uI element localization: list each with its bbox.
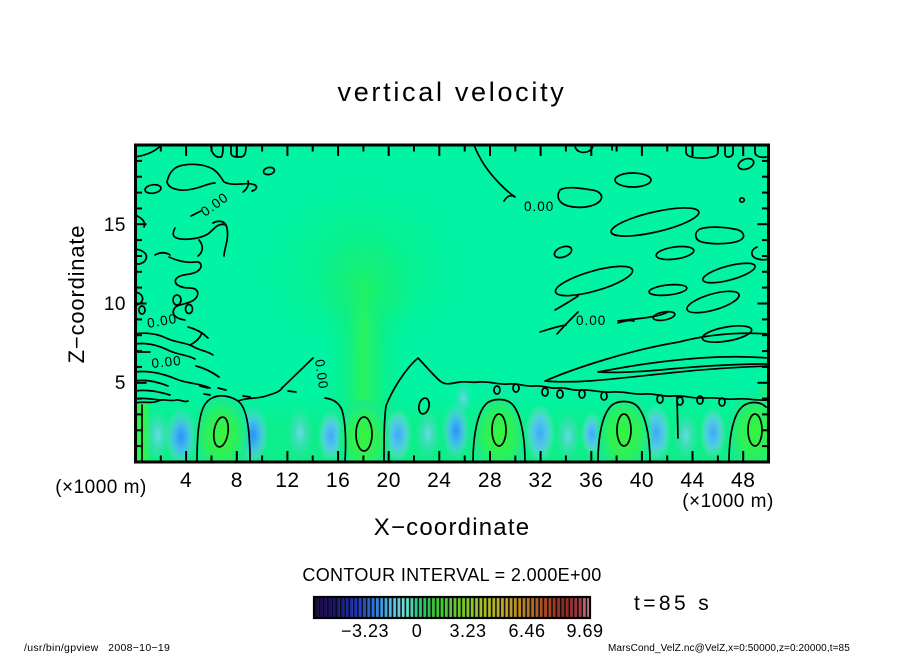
svg-text:CONTOUR INTERVAL = 2.000E+00: CONTOUR INTERVAL = 2.000E+00: [302, 565, 601, 585]
svg-text:5: 5: [115, 373, 126, 394]
svg-text:−3.23: −3.23: [341, 621, 389, 641]
svg-text:8: 8: [231, 469, 243, 492]
svg-text:10: 10: [104, 294, 126, 315]
svg-text:28: 28: [478, 469, 502, 492]
svg-text:40: 40: [630, 469, 654, 492]
svg-text:(×1000 m): (×1000 m): [55, 477, 147, 498]
svg-text:32: 32: [528, 469, 552, 492]
svg-text:0.00: 0.00: [312, 358, 331, 390]
svg-text:15: 15: [104, 215, 126, 236]
svg-text:0.00: 0.00: [151, 353, 183, 371]
svg-text:44: 44: [680, 469, 704, 492]
svg-text:12: 12: [275, 469, 299, 492]
svg-text:0: 0: [412, 621, 423, 641]
svg-text:/usr/bin/gpview 2008−10−19: /usr/bin/gpview 2008−10−19: [24, 642, 170, 654]
svg-text:3.23: 3.23: [449, 621, 486, 641]
svg-text:4: 4: [180, 469, 192, 492]
svg-text:6.46: 6.46: [508, 621, 545, 641]
svg-text:0.00: 0.00: [524, 199, 554, 214]
svg-text:9.69: 9.69: [566, 621, 603, 641]
svg-text:MarsCond_VelZ.nc@VelZ,x=0:5000: MarsCond_VelZ.nc@VelZ,x=0:50000,z=0:2000…: [608, 643, 850, 654]
svg-text:36: 36: [579, 469, 603, 492]
svg-text:Z−coordinate: Z−coordinate: [64, 225, 89, 364]
svg-text:vertical velocity: vertical velocity: [338, 77, 567, 107]
svg-text:0.00: 0.00: [576, 313, 606, 328]
svg-text:24: 24: [427, 469, 451, 492]
svg-text:0.00: 0.00: [146, 311, 178, 331]
svg-text:(×1000 m): (×1000 m): [682, 491, 774, 512]
svg-text:16: 16: [326, 469, 350, 492]
svg-text:X−coordinate: X−coordinate: [374, 514, 531, 541]
svg-text:20: 20: [377, 469, 401, 492]
svg-text:t=85 s: t=85 s: [634, 592, 712, 615]
svg-text:48: 48: [731, 469, 755, 492]
